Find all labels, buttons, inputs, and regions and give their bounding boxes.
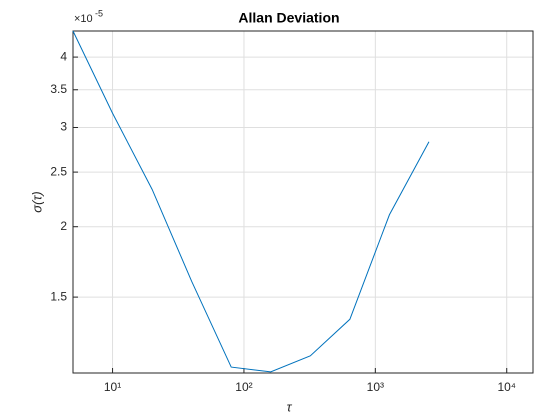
y-exponent-power: -5: [95, 8, 103, 18]
x-tick-label: 10²: [235, 380, 252, 394]
y-tick-label: 2.5: [50, 164, 67, 178]
y-tick-label: 3: [60, 120, 67, 134]
x-tick-label: 10³: [367, 380, 384, 394]
y-axis-label: σ(τ): [29, 191, 44, 212]
x-tick-label: 10¹: [104, 380, 121, 394]
y-tick-label: 1.5: [50, 289, 67, 303]
y-tick-label: 3.5: [50, 82, 67, 96]
axes-box: [72, 30, 534, 374]
y-exponent-base: ×10: [74, 13, 93, 25]
y-tick-label: 4: [60, 49, 67, 63]
x-axis-label: τ: [287, 399, 293, 414]
x-tick-label: 10⁴: [497, 380, 516, 394]
y-tick-label: 2: [60, 219, 67, 233]
data-line: [72, 30, 430, 373]
chart-title: Allan Deviation: [238, 10, 339, 26]
